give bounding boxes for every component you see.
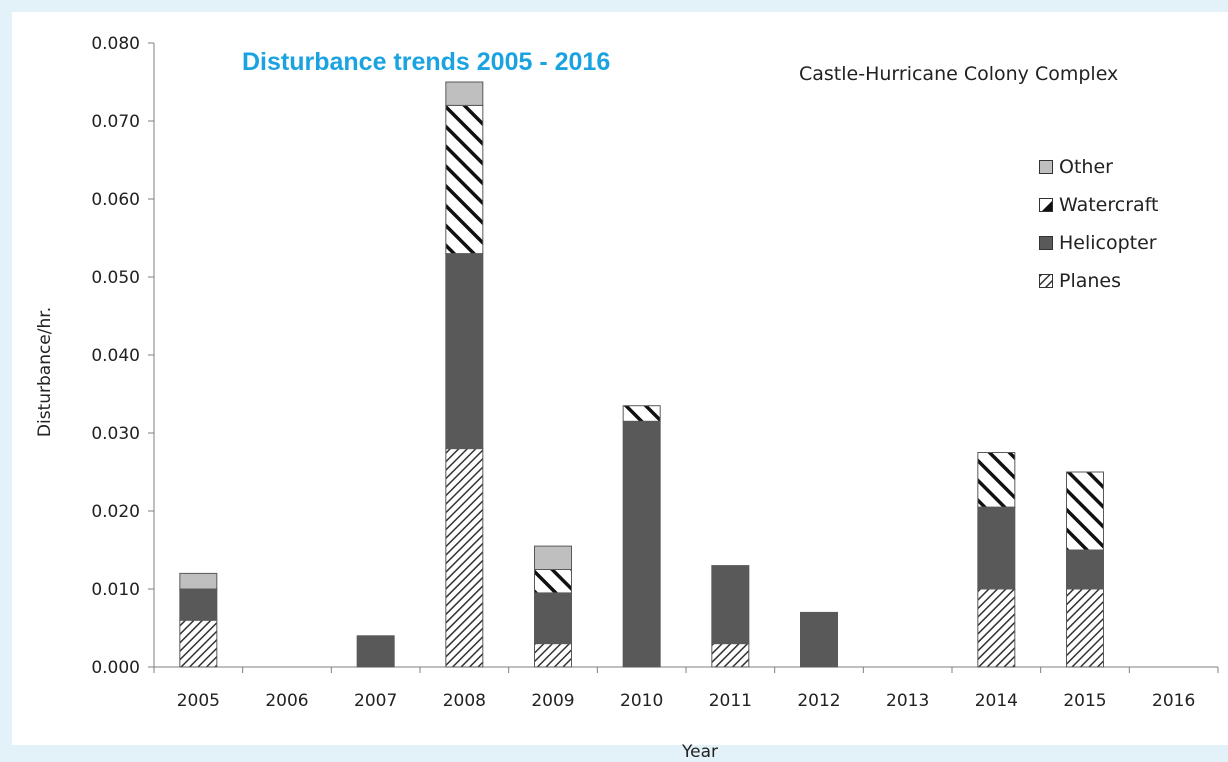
y-tick-label: 0.010: [91, 580, 140, 600]
x-tick-label: 2014: [975, 691, 1018, 711]
bar-watercraft-2014: [977, 452, 1016, 508]
bar-watercraft-2015: [1066, 471, 1104, 551]
y-tick-label: 0.070: [91, 112, 140, 132]
y-tick-label: 0.040: [91, 346, 140, 366]
bar-helicopter-2008: [445, 253, 484, 450]
bar-helicopter-2014: [977, 506, 1016, 590]
x-tick-label: 2015: [1063, 691, 1106, 711]
x-tick-label: 2013: [886, 691, 929, 711]
bars: [179, 81, 1104, 668]
bar-planes-2005: [179, 619, 218, 668]
bar-other-2005: [179, 572, 218, 590]
x-tick-label: 2011: [709, 691, 752, 711]
legend: Other Watercraft Helicopter Planes: [1039, 155, 1158, 307]
y-tick-label: 0.000: [91, 658, 140, 678]
chart-title: Disturbance trends 2005 - 2016: [242, 48, 611, 76]
axes: 0.000 0.010 0.020 0.030 0.040 0.050 0.060 0.070…: [91, 34, 1219, 711]
bar-helicopter-2010: [622, 420, 661, 668]
y-axis-label: Disturbance/hr.: [35, 306, 55, 438]
chart-frame: 0.000 0.010 0.020 0.030 0.040 0.050 0.060 0.070…: [12, 12, 1228, 762]
bar-other-2008: [445, 81, 484, 106]
x-tick-label: 2006: [265, 691, 308, 711]
bar-helicopter-2005: [179, 588, 218, 621]
y-tick-label: 0.020: [91, 502, 140, 522]
x-tick-label: 2005: [177, 691, 220, 711]
bar-planes-2009: [534, 643, 572, 668]
bar-other-2009: [534, 545, 572, 570]
x-tick-label: 2008: [443, 691, 486, 711]
legend-swatch-planes: [1039, 274, 1053, 288]
bar-planes-2011: [711, 643, 750, 668]
legend-swatch-other: [1039, 160, 1053, 174]
bar-watercraft-2009: [534, 569, 572, 594]
legend-label-other: Other: [1059, 156, 1113, 178]
bar-helicopter-2009: [534, 592, 572, 645]
bar-planes-2014: [977, 588, 1016, 668]
legend-item-other: Other: [1039, 155, 1158, 179]
bar-planes-2015: [1066, 588, 1104, 668]
chart-svg: 0.000 0.010 0.020 0.030 0.040 0.050 0.060 0.070…: [91, 34, 1219, 711]
bar-helicopter-2012: [800, 611, 838, 668]
x-tick-label: 2007: [354, 691, 397, 711]
y-tick-label: 0.050: [91, 268, 140, 288]
bar-planes-2008: [445, 448, 484, 668]
y-tick-label: 0.060: [91, 190, 140, 210]
x-axis-label: Year: [682, 742, 718, 762]
legend-item-planes: Planes: [1039, 269, 1158, 293]
bar-helicopter-2015: [1066, 549, 1104, 590]
chart-subtitle: Castle-Hurricane Colony Complex: [799, 63, 1119, 85]
legend-label-planes: Planes: [1059, 270, 1122, 292]
y-tick-label: 0.080: [91, 34, 140, 54]
legend-swatch-helicopter: [1039, 236, 1053, 250]
legend-label-watercraft: Watercraft: [1059, 194, 1159, 216]
legend-item-watercraft: Watercraft: [1039, 193, 1158, 217]
bar-watercraft-2010: [622, 405, 661, 422]
bar-helicopter-2011: [711, 565, 750, 645]
bar-watercraft-2008: [445, 104, 484, 255]
y-tick-label: 0.030: [91, 424, 140, 444]
x-tick-label: 2010: [620, 691, 663, 711]
x-tick-label: 2009: [531, 691, 574, 711]
legend-swatch-watercraft: [1039, 198, 1053, 212]
legend-item-helicopter: Helicopter: [1039, 231, 1158, 255]
x-tick-label: 2012: [797, 691, 840, 711]
x-tick-label: 2016: [1152, 691, 1195, 711]
legend-label-helicopter: Helicopter: [1059, 232, 1157, 254]
bar-helicopter-2007: [356, 635, 395, 668]
